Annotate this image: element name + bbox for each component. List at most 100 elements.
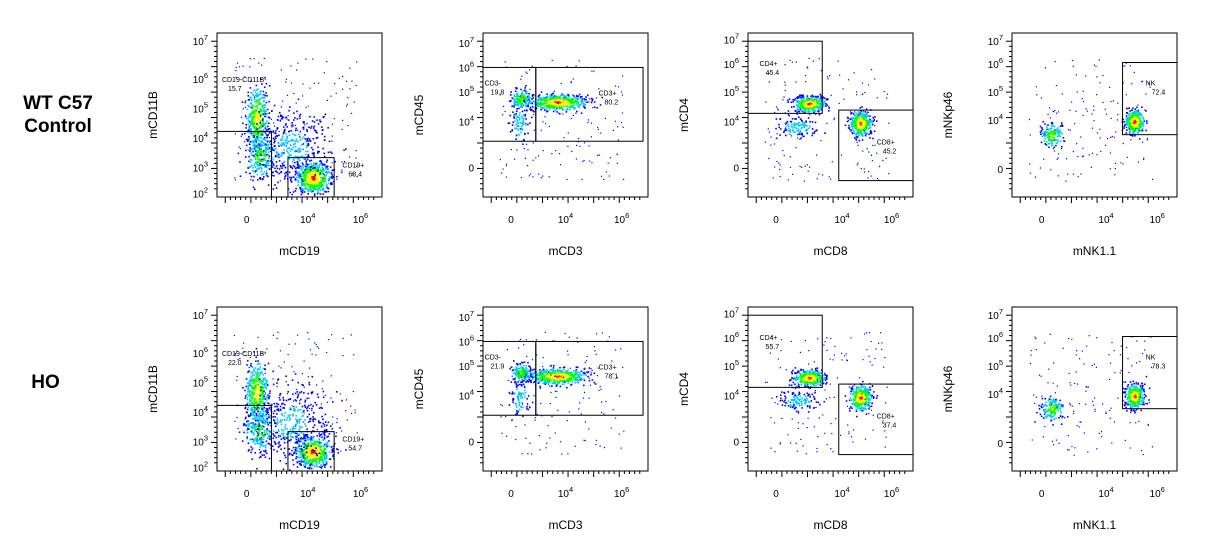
event-dot — [527, 95, 529, 97]
event-dot — [255, 121, 258, 124]
event-dot — [264, 152, 266, 155]
event-dot — [1141, 124, 1143, 126]
event-dot — [620, 121, 623, 124]
event-dot — [286, 136, 289, 139]
event-dot — [259, 148, 261, 150]
event-dot — [308, 138, 311, 140]
event-dot — [259, 177, 262, 179]
event-dot — [249, 150, 251, 152]
event-dot — [252, 392, 254, 394]
event-dot — [324, 175, 326, 177]
event-dot — [311, 184, 314, 186]
event-dot — [540, 101, 543, 104]
event-dot — [265, 172, 268, 175]
event-dot — [823, 101, 826, 104]
event-dot — [306, 183, 309, 185]
event-dot — [566, 105, 568, 108]
event-dot — [597, 128, 599, 130]
event-dot — [302, 189, 305, 191]
event-dot — [852, 120, 854, 122]
event-dot — [308, 446, 310, 449]
event-dot — [254, 112, 256, 115]
event-dot — [247, 99, 250, 101]
event-dot — [770, 144, 772, 146]
event-dot — [241, 101, 244, 103]
event-dot — [352, 172, 354, 174]
event-dot — [1058, 129, 1061, 131]
event-dot — [313, 121, 316, 123]
event-dot — [582, 105, 585, 107]
event-dot — [521, 75, 523, 77]
event-dot — [1059, 130, 1062, 133]
event-dot — [1137, 130, 1140, 133]
event-dot — [264, 123, 266, 126]
event-dot — [779, 164, 781, 166]
event-dot — [323, 436, 326, 439]
event-dot — [779, 128, 782, 130]
event-dot — [515, 87, 517, 89]
event-dot — [317, 192, 319, 194]
event-dot — [260, 114, 262, 116]
event-dot — [1126, 129, 1128, 131]
event-dot — [260, 126, 262, 129]
event-dot — [801, 166, 803, 168]
event-dot — [248, 166, 251, 168]
event-dot — [868, 133, 870, 136]
event-dot — [300, 440, 302, 442]
event-dot — [323, 173, 325, 176]
tick-label: 106 — [988, 56, 1003, 71]
event-dot — [310, 178, 313, 181]
event-dot — [597, 126, 599, 129]
event-dot — [265, 149, 267, 151]
event-dot — [556, 100, 559, 102]
event-dot — [578, 138, 580, 140]
event-dot — [573, 101, 575, 103]
event-dot — [859, 121, 862, 124]
event-dot — [812, 132, 814, 135]
event-dot — [555, 97, 557, 100]
event-dot — [517, 98, 520, 100]
event-dot — [858, 115, 861, 117]
event-dot — [1096, 132, 1098, 134]
event-dot — [312, 148, 314, 151]
event-dot — [552, 102, 554, 104]
event-dot — [869, 130, 872, 133]
event-dot — [275, 132, 277, 135]
event-dot — [254, 391, 257, 393]
event-dot — [317, 146, 319, 148]
event-dot — [818, 98, 820, 100]
event-dot — [1057, 175, 1059, 177]
event-dot — [300, 181, 303, 184]
event-dot — [299, 136, 301, 138]
event-dot — [1144, 109, 1146, 111]
event-dot — [1125, 107, 1128, 110]
event-dot — [302, 178, 305, 181]
event-dot — [854, 122, 856, 125]
event-dot — [571, 101, 573, 103]
event-dot — [258, 412, 260, 415]
event-dot — [1130, 139, 1132, 141]
event-dot — [1096, 154, 1098, 156]
event-dot — [556, 101, 558, 103]
event-dot — [266, 175, 269, 177]
event-dot — [775, 127, 777, 130]
event-dot — [820, 101, 823, 104]
event-dot — [857, 123, 859, 126]
event-dot — [1126, 117, 1128, 119]
event-dot — [303, 441, 306, 444]
event-dot — [318, 440, 321, 443]
event-dot — [546, 103, 549, 105]
event-dot — [249, 380, 251, 383]
event-dot — [252, 141, 254, 144]
event-dot — [853, 118, 856, 120]
event-dot — [872, 116, 874, 119]
event-dot — [1051, 127, 1053, 129]
event-dot — [266, 154, 268, 156]
event-dot — [542, 175, 544, 177]
event-dot — [249, 148, 251, 151]
event-dot — [299, 463, 302, 465]
event-dot — [253, 374, 256, 377]
event-dot — [1029, 163, 1031, 165]
event-dot — [245, 149, 247, 152]
event-dot — [260, 385, 262, 388]
